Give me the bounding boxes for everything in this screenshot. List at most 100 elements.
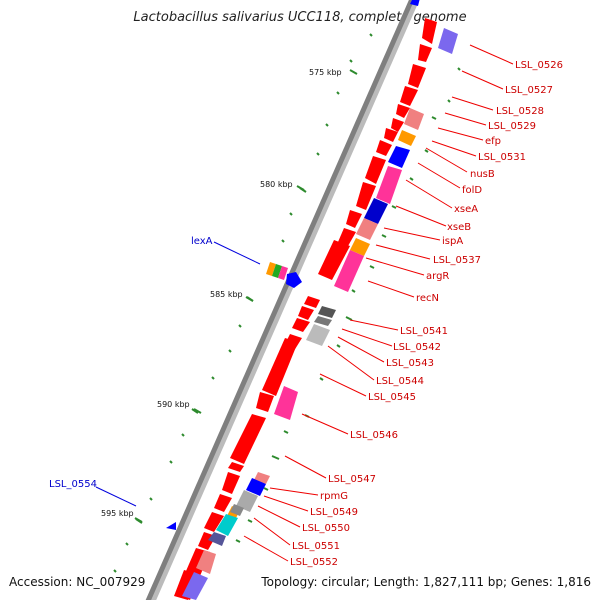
gene-arrow[interactable]: [230, 414, 266, 464]
gene-label[interactable]: LSL_0551: [292, 541, 340, 552]
gene-label[interactable]: LSL_0537: [433, 255, 481, 266]
reverse-strand-genes: [174, 18, 437, 600]
gene-label-lsl0554[interactable]: LSL_0554: [49, 479, 97, 490]
cog-block: [274, 386, 298, 420]
forward-strand-genes: [166, 0, 420, 530]
gene-arrow[interactable]: [408, 64, 426, 88]
gene-arrow[interactable]: [272, 264, 282, 278]
cog-block: [230, 504, 244, 516]
gene-arrow[interactable]: [418, 44, 432, 62]
gene-arrow[interactable]: [384, 128, 398, 142]
gene-arrow[interactable]: [166, 522, 176, 530]
gene-arrow[interactable]: [304, 296, 320, 308]
scale-mark-585: 585 kbp: [210, 290, 254, 302]
gene-arrow[interactable]: [298, 306, 314, 320]
genome-summary-text: Topology: circular; Length: 1,827,111 bp…: [261, 575, 591, 589]
gene-label[interactable]: rpmG: [320, 491, 348, 502]
forward-leader-lines: [95, 241, 261, 507]
gene-label[interactable]: LSL_0547: [328, 474, 376, 485]
cog-block: [398, 130, 416, 146]
cog-block: [376, 166, 402, 204]
scale-mark-575: 575 kbp: [309, 68, 358, 77]
gene-arrow[interactable]: [376, 140, 392, 156]
gene-label[interactable]: argR: [426, 271, 449, 282]
gene-arrow[interactable]: [228, 462, 244, 472]
genome-backbone: [145, 0, 415, 600]
gene-labels: LSL_0526 LSL_0527 LSL_0528 LSL_0529 efp …: [290, 60, 563, 568]
leader-lines: [243, 44, 514, 562]
gene-arrow[interactable]: [292, 318, 310, 332]
gene-arrow[interactable]: [338, 228, 356, 246]
gene-label[interactable]: LSL_0552: [290, 557, 338, 568]
scale-label: 595 kbp: [101, 509, 134, 518]
gene-label[interactable]: ispA: [442, 236, 463, 247]
gene-label[interactable]: LSL_0528: [496, 106, 544, 117]
scale-label: 580 kbp: [260, 180, 293, 189]
gene-label[interactable]: LSL_0529: [488, 121, 536, 132]
cog-block: [438, 28, 458, 54]
gene-arrow[interactable]: [262, 338, 298, 396]
cog-block: [356, 218, 378, 240]
cog-block: [246, 478, 266, 496]
gene-label[interactable]: LSL_0550: [302, 523, 350, 534]
gene-label[interactable]: LSL_0531: [478, 152, 526, 163]
genome-title: Lactobacillus salivarius UCC118, complet…: [133, 10, 467, 25]
gene-arrow[interactable]: [346, 210, 362, 228]
gene-label[interactable]: xseA: [454, 204, 478, 215]
scale-marks: 575 kbp 580 kbp 585 kbp 590 kbp 595 kbp: [101, 68, 358, 523]
forward-gene-labels: lexA LSL_0554: [49, 236, 213, 490]
gene-label[interactable]: LSL_0527: [505, 85, 553, 96]
cog-block: [182, 572, 208, 600]
reverse-cog-blocks: [182, 28, 458, 600]
gene-label[interactable]: LSL_0526: [515, 60, 563, 71]
gene-arrow[interactable]: [396, 104, 410, 118]
cog-block: [236, 490, 258, 512]
gene-arrow[interactable]: [256, 392, 274, 412]
scale-mark-595: 595 kbp: [101, 509, 143, 523]
gene-label[interactable]: LSL_0545: [368, 392, 416, 403]
gene-label[interactable]: LSL_0544: [376, 376, 424, 387]
cog-block: [208, 532, 226, 546]
gene-arrow[interactable]: [365, 156, 386, 184]
gene-label[interactable]: LSL_0543: [386, 358, 434, 369]
gene-arrow[interactable]: [400, 86, 418, 106]
gene-arrow[interactable]: [204, 512, 224, 532]
gene-arrow[interactable]: [318, 240, 350, 280]
scale-label: 585 kbp: [210, 290, 243, 299]
gene-arrow[interactable]: [222, 472, 240, 494]
scale-mark-580: 580 kbp: [260, 180, 305, 191]
cog-block: [318, 306, 336, 318]
cog-block: [404, 108, 424, 130]
gene-label[interactable]: folD: [462, 185, 482, 196]
cog-block: [388, 146, 410, 168]
gene-label[interactable]: xseB: [447, 222, 471, 233]
scale-label: 590 kbp: [157, 400, 190, 409]
gene-label-lexA[interactable]: lexA: [191, 236, 213, 247]
gene-label[interactable]: recN: [416, 293, 439, 304]
scale-mark-590: 590 kbp: [157, 400, 202, 414]
cog-block: [364, 198, 388, 224]
gene-arrow[interactable]: [214, 494, 232, 512]
gene-label[interactable]: LSL_0549: [310, 507, 358, 518]
gene-label[interactable]: nusB: [470, 169, 495, 180]
gene-arrow[interactable]: [356, 182, 376, 210]
cog-block: [334, 250, 364, 292]
scale-label: 575 kbp: [309, 68, 342, 77]
cog-block: [196, 550, 216, 574]
gene-label[interactable]: LSL_0541: [400, 326, 448, 337]
gene-arrow[interactable]: [410, 0, 420, 6]
gene-arrow[interactable]: [266, 262, 276, 276]
cog-block: [306, 324, 330, 346]
gene-label[interactable]: LSL_0546: [350, 430, 398, 441]
gene-arrow[interactable]: [422, 18, 437, 44]
cog-block: [216, 514, 238, 536]
gene-label[interactable]: LSL_0542: [393, 342, 441, 353]
cog-block: [350, 238, 370, 256]
gene-arrow[interactable]: [278, 266, 288, 280]
gene-label[interactable]: efp: [485, 136, 501, 147]
gene-arrow[interactable]: [286, 272, 302, 288]
genome-backbone-shadow: [148, 0, 420, 600]
gene-arrow[interactable]: [391, 118, 404, 132]
